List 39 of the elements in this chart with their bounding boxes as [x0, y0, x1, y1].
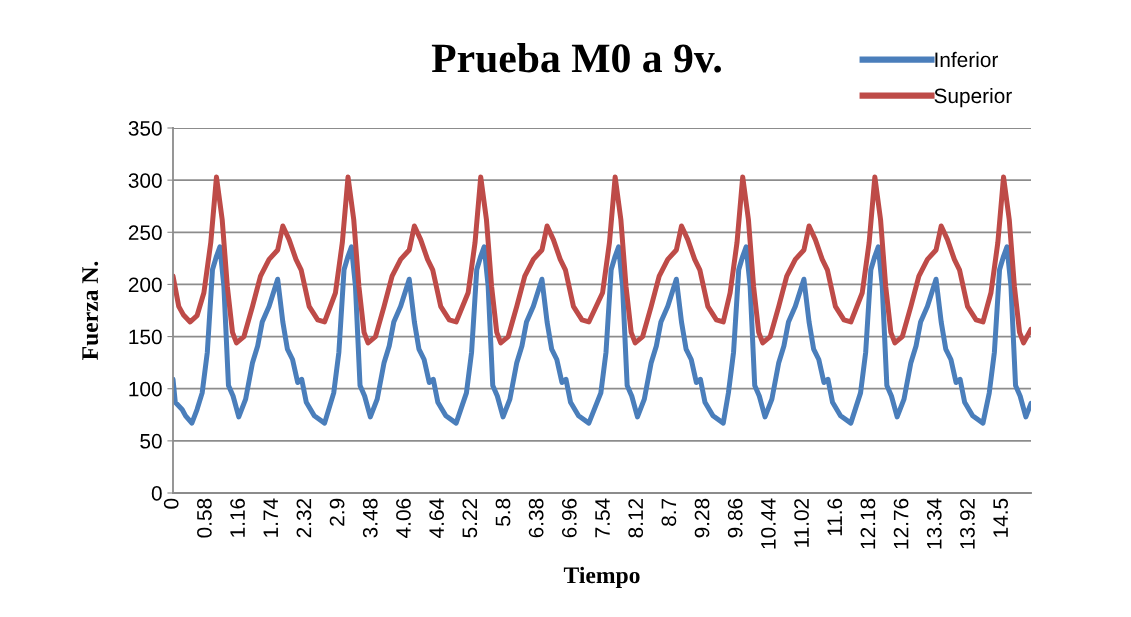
- legend-label: Inferior: [935, 51, 998, 68]
- y-axis-title: Fuerza N.: [82, 261, 99, 360]
- x-tick-label: 8.12: [628, 498, 644, 538]
- x-tick-label: 0.58: [197, 498, 212, 538]
- y-tick-label: 250: [128, 225, 162, 241]
- x-tick-label: 13.34: [926, 498, 942, 549]
- y-tick-label: 300: [128, 173, 162, 188]
- x-tick-label: 12.76: [893, 498, 909, 549]
- x-tick-label: 8.7: [661, 498, 677, 526]
- x-tick-label: 5.22: [462, 498, 478, 538]
- x-tick-label: 1.74: [263, 498, 278, 537]
- x-tick-label: 5.8: [495, 498, 511, 526]
- x-tick-label: 6.38: [528, 498, 544, 538]
- x-tick-label: 6.96: [561, 498, 577, 538]
- y-tick-label: 150: [129, 329, 162, 345]
- x-tick-label: 11.6: [827, 498, 843, 536]
- y-tick-label: 100: [129, 381, 162, 397]
- x-tick-label: 9.28: [694, 498, 710, 538]
- chart-title: Prueba M0 a 9v.: [431, 43, 721, 73]
- x-tick-label: 10.44: [761, 498, 776, 549]
- x-tick-label: 7.54: [595, 498, 610, 538]
- y-tick-label: 200: [128, 277, 162, 293]
- x-tick-label: 4.64: [429, 498, 444, 538]
- x-tick-label: 2.9: [329, 498, 345, 526]
- legend-label: Superior: [934, 87, 1012, 108]
- y-tick-label: 50: [140, 433, 162, 449]
- x-tick-label: 12.18: [860, 498, 876, 549]
- x-tick-label: 4.06: [396, 498, 411, 538]
- x-tick-label: 14.5: [993, 498, 1008, 537]
- y-tick-label: 350: [128, 121, 162, 136]
- y-tick-label: 0: [151, 486, 162, 501]
- x-tick-label: 0: [163, 498, 179, 509]
- x-tick-label: 11.02: [794, 498, 809, 547]
- x-tick-label: 13.92: [960, 498, 975, 549]
- x-tick-label: 2.32: [296, 498, 312, 538]
- x-axis-title: Tiempo: [563, 566, 640, 589]
- x-tick-label: 9.86: [727, 498, 743, 538]
- x-tick-label: 3.48: [362, 498, 378, 538]
- x-tick-label: 1.16: [230, 498, 245, 537]
